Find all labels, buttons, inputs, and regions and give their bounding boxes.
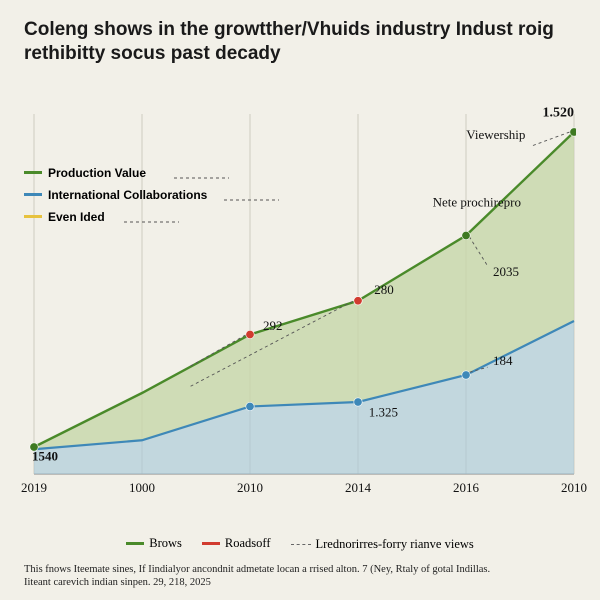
svg-text:2035: 2035 bbox=[493, 264, 519, 279]
legend-label: International Collaborations bbox=[48, 188, 207, 202]
legend-item: Production Value bbox=[24, 166, 207, 180]
svg-text:184: 184 bbox=[493, 352, 513, 367]
chart-title: Coleng shows in the growtther/Vhuids ind… bbox=[24, 18, 576, 66]
svg-text:Viewership: Viewership bbox=[466, 126, 525, 141]
legend-item: Even Ided bbox=[24, 210, 207, 224]
x-tick: 2010 bbox=[561, 480, 587, 496]
chart-area: 1.520 Viewership Nete prochirepro 2035 280 29… bbox=[24, 74, 576, 504]
x-tick: 2019 bbox=[21, 480, 47, 496]
legend-left: Production Value International Collaborat… bbox=[24, 166, 207, 232]
legend-swatch bbox=[202, 542, 220, 545]
x-tick: 1000 bbox=[129, 480, 155, 496]
x-tick: 2014 bbox=[345, 480, 371, 496]
svg-text:Nete prochirepro: Nete prochirepro bbox=[433, 194, 521, 209]
svg-text:280: 280 bbox=[374, 282, 394, 297]
legend-swatch bbox=[126, 542, 144, 545]
legend-swatch bbox=[24, 171, 42, 174]
legend-label: Even Ided bbox=[48, 210, 105, 224]
svg-text:1.520: 1.520 bbox=[543, 105, 575, 120]
legend-dash-icon bbox=[291, 544, 311, 545]
legend-bottom-label: Brows bbox=[149, 536, 182, 551]
x-tick: 2010 bbox=[237, 480, 263, 496]
legend-swatch bbox=[24, 215, 42, 218]
legend-bottom-item: Roadsoff bbox=[202, 536, 271, 551]
legend-bottom-item: Brows bbox=[126, 536, 182, 551]
legend-bottom-label: Roadsoff bbox=[225, 536, 271, 551]
footer-line1: This fnows Iteemate sines, If Iindialyor… bbox=[24, 563, 576, 577]
legend-bottom-label: Lrednorirres-forry rianve views bbox=[316, 537, 474, 552]
legend-swatch bbox=[24, 193, 42, 196]
x-tick: 2016 bbox=[453, 480, 479, 496]
legend-label: Production Value bbox=[48, 166, 146, 180]
svg-text:1.325: 1.325 bbox=[369, 404, 398, 419]
svg-text:1540: 1540 bbox=[32, 448, 58, 463]
svg-text:292: 292 bbox=[263, 318, 283, 333]
footer-line2: Iiteant carevich indian sinpen. 29, 218,… bbox=[24, 576, 576, 590]
legend-item: International Collaborations bbox=[24, 188, 207, 202]
legend-bottom: Brows Roadsoff Lrednorirres-forry rianve v… bbox=[0, 534, 600, 552]
chart-svg: 1.520 Viewership Nete prochirepro 2035 280 29… bbox=[24, 74, 576, 504]
footer-text: This fnows Iteemate sines, If Iindialyor… bbox=[24, 563, 576, 590]
legend-bottom-item: Lrednorirres-forry rianve views bbox=[291, 537, 474, 552]
